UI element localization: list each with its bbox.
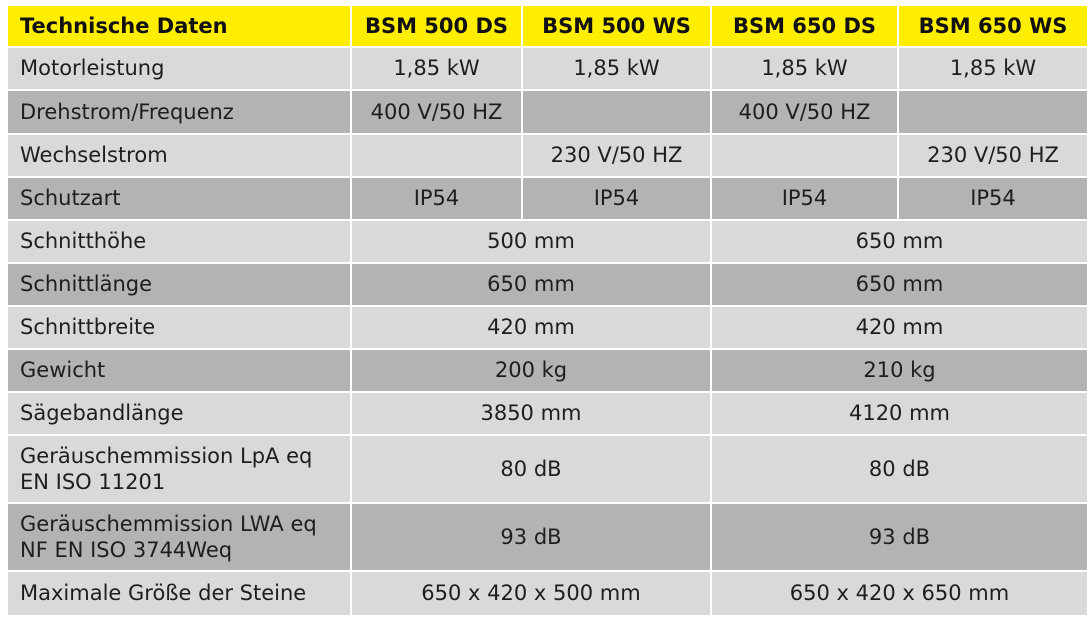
cell-value: 1,85 kW (899, 48, 1087, 91)
row-label-line: NF EN ISO 3744Weq (20, 538, 233, 562)
cell-value: 650 x 420 x 650 mm (712, 572, 1087, 617)
table-row: Schutzart IP54 IP54 IP54 IP54 (8, 178, 1087, 221)
cell-value (352, 135, 523, 178)
cell-value: 230 V/50 HZ (523, 135, 712, 178)
cell-value: 93 dB (352, 504, 712, 572)
cell-value (523, 91, 712, 135)
cell-value: 80 dB (352, 436, 712, 504)
table-row: Geräuschemmission LWA eq NF EN ISO 3744W… (8, 504, 1087, 572)
row-label: Gewicht (8, 350, 352, 393)
row-label-line: Geräuschemmission LWA eq (20, 511, 317, 536)
row-label-line: EN ISO 11201 (20, 470, 166, 494)
cell-value: IP54 (712, 178, 899, 221)
table-row: Geräuschemmission LpA eq EN ISO 11201 80… (8, 436, 1087, 504)
cell-value: 1,85 kW (712, 48, 899, 91)
cell-value: 400 V/50 HZ (352, 91, 523, 135)
cell-value: 1,85 kW (352, 48, 523, 91)
cell-value: 200 kg (352, 350, 712, 393)
table-row: Schnitthöhe 500 mm 650 mm (8, 221, 1087, 264)
cell-value: 420 mm (712, 307, 1087, 350)
row-label: Schutzart (8, 178, 352, 221)
cell-value: 4120 mm (712, 393, 1087, 436)
table-header-row: Technische Daten BSM 500 DS BSM 500 WS B… (8, 6, 1087, 48)
row-label: Motorleistung (8, 48, 352, 91)
row-label: Schnittbreite (8, 307, 352, 350)
model-header: BSM 650 DS (712, 6, 899, 48)
cell-value (899, 91, 1087, 135)
table-title: Technische Daten (8, 6, 352, 48)
cell-value: 420 mm (352, 307, 712, 350)
cell-value: 3850 mm (352, 393, 712, 436)
table-row: Sägebandlänge 3850 mm 4120 mm (8, 393, 1087, 436)
cell-value: 400 V/50 HZ (712, 91, 899, 135)
table-row: Gewicht 200 kg 210 kg (8, 350, 1087, 393)
cell-value: 650 x 420 x 500 mm (352, 572, 712, 617)
cell-value: IP54 (899, 178, 1087, 221)
cell-value (712, 135, 899, 178)
model-header: BSM 500 WS (523, 6, 712, 48)
technical-data-table: Technische Daten BSM 500 DS BSM 500 WS B… (8, 6, 1087, 617)
model-header: BSM 500 DS (352, 6, 523, 48)
row-label: Maximale Größe der Steine (8, 572, 352, 617)
row-label: Geräuschemmission LpA eq EN ISO 11201 (8, 436, 352, 504)
cell-value: 1,85 kW (523, 48, 712, 91)
cell-value: 80 dB (712, 436, 1087, 504)
row-label: Wechselstrom (8, 135, 352, 178)
cell-value: 650 mm (712, 221, 1087, 264)
model-header: BSM 650 WS (899, 6, 1087, 48)
row-label: Schnitthöhe (8, 221, 352, 264)
row-label: Sägebandlänge (8, 393, 352, 436)
row-label-line: Geräuschemmission LpA eq (20, 443, 313, 468)
row-label: Schnittlänge (8, 264, 352, 307)
cell-value: IP54 (352, 178, 523, 221)
cell-value: 93 dB (712, 504, 1087, 572)
row-label: Drehstrom/Frequenz (8, 91, 352, 135)
table-row: Maximale Größe der Steine 650 x 420 x 50… (8, 572, 1087, 617)
cell-value: IP54 (523, 178, 712, 221)
table-row: Motorleistung 1,85 kW 1,85 kW 1,85 kW 1,… (8, 48, 1087, 91)
table-row: Schnittlänge 650 mm 650 mm (8, 264, 1087, 307)
cell-value: 210 kg (712, 350, 1087, 393)
cell-value: 650 mm (712, 264, 1087, 307)
table-row: Drehstrom/Frequenz 400 V/50 HZ 400 V/50 … (8, 91, 1087, 135)
table-row: Wechselstrom 230 V/50 HZ 230 V/50 HZ (8, 135, 1087, 178)
cell-value: 650 mm (352, 264, 712, 307)
table-row: Schnittbreite 420 mm 420 mm (8, 307, 1087, 350)
row-label: Geräuschemmission LWA eq NF EN ISO 3744W… (8, 504, 352, 572)
cell-value: 500 mm (352, 221, 712, 264)
cell-value: 230 V/50 HZ (899, 135, 1087, 178)
